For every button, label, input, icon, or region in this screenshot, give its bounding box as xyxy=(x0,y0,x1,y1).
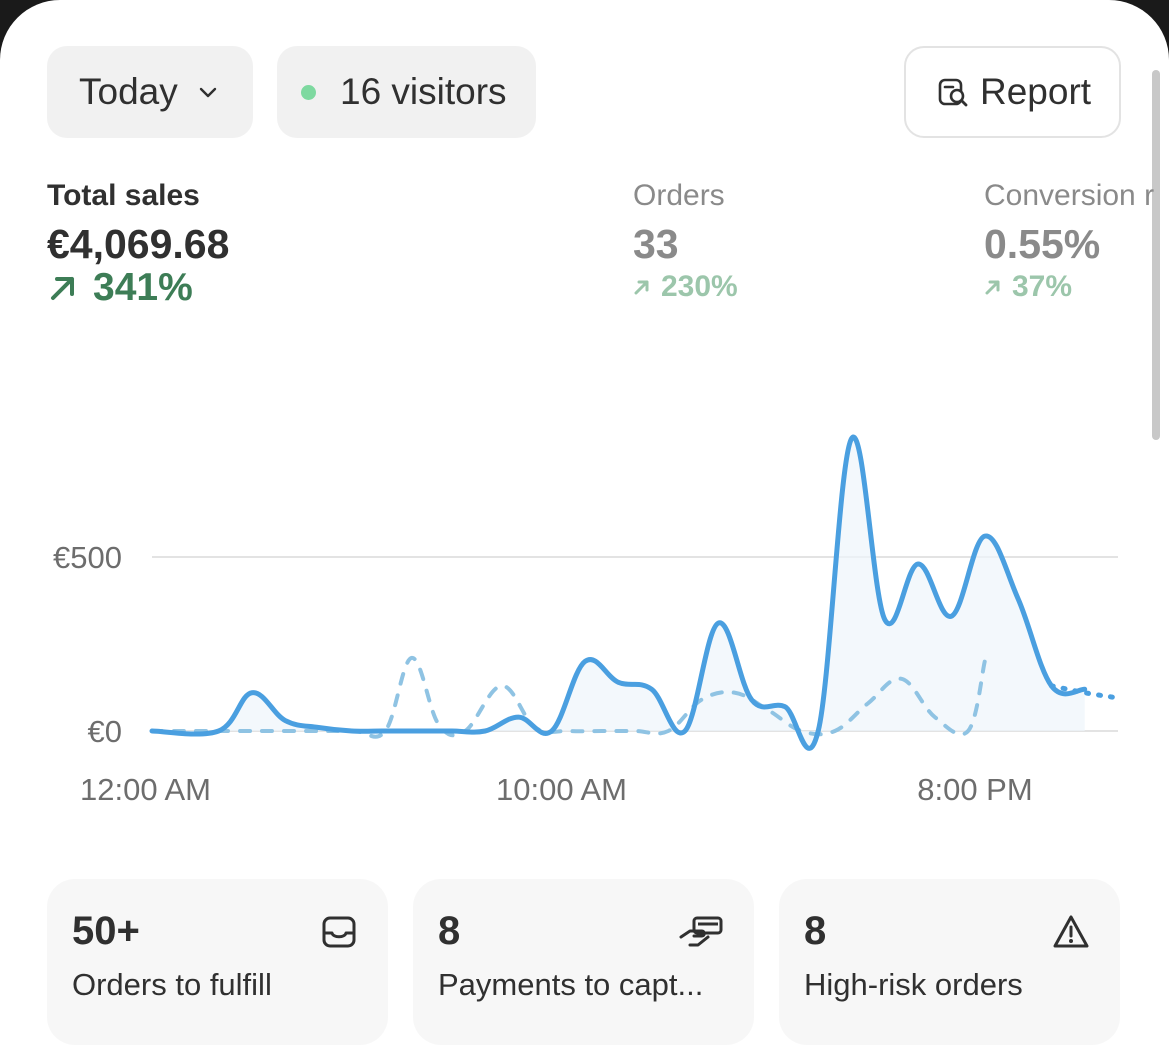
sales-series-line xyxy=(149,434,1088,751)
date-filter-label: Today xyxy=(79,71,178,112)
y-tick-label: €0 xyxy=(88,714,122,749)
arrow-up-right-icon xyxy=(51,277,74,300)
scrollbar[interactable] xyxy=(1152,70,1160,440)
report-search-icon xyxy=(938,78,968,107)
visitors-label: 16 visitors xyxy=(340,71,507,112)
sales-projection-line xyxy=(1048,683,1121,701)
card-label: Payments to capt... xyxy=(438,967,704,1002)
x-tick-label: 8:00 PM xyxy=(917,772,1032,807)
metric-value: €4,069.68 xyxy=(47,221,230,267)
card-number: 8 xyxy=(438,909,461,953)
comparison-series-line xyxy=(150,655,987,739)
metric-orders[interactable]: Orders 33 230% xyxy=(633,178,738,304)
card-high-risk-orders[interactable]: 8 High-risk orders xyxy=(779,879,1120,1045)
card-orders-to-fulfill[interactable]: 50+ Orders to fulfill xyxy=(47,879,388,1045)
metric-value: 33 xyxy=(633,221,679,267)
hand-card-icon xyxy=(679,916,723,947)
live-visitors-button[interactable]: 16 visitors xyxy=(277,46,536,138)
metric-total-sales[interactable]: Total sales €4,069.68 341% xyxy=(47,178,229,310)
card-number: 8 xyxy=(804,909,827,953)
sales-chart[interactable]: €0 €500 12:00 AM 10:00 AM 8:00 PM xyxy=(0,400,1169,840)
inbox-icon xyxy=(322,916,356,948)
y-tick-label: €500 xyxy=(53,540,122,575)
card-number: 50+ xyxy=(72,909,140,953)
card-label: High-risk orders xyxy=(804,967,1023,1002)
report-button[interactable]: Report xyxy=(904,46,1121,138)
sales-area-fill xyxy=(152,437,1085,749)
metric-conversion-rate[interactable]: Conversion r 0.55% 37% xyxy=(984,178,1154,304)
metric-delta: 230% xyxy=(633,270,738,304)
metric-label: Orders xyxy=(633,179,725,212)
card-label: Orders to fulfill xyxy=(72,967,272,1002)
metric-label: Total sales xyxy=(47,179,200,212)
warning-icon xyxy=(1053,915,1089,948)
report-label: Report xyxy=(980,71,1092,112)
card-payments-to-capture[interactable]: 8 Payments to capt... xyxy=(413,879,754,1045)
arrow-up-right-icon xyxy=(634,280,649,295)
metric-value: 0.55% xyxy=(984,221,1101,267)
metric-label: Conversion r xyxy=(984,179,1155,212)
x-tick-label: 12:00 AM xyxy=(80,772,211,807)
metric-delta: 37% xyxy=(984,270,1154,304)
metric-delta: 341% xyxy=(47,266,229,310)
metric-delta-value: 230% xyxy=(661,270,738,303)
x-tick-label: 10:00 AM xyxy=(496,772,627,807)
live-status-dot xyxy=(301,84,316,100)
date-filter-button[interactable]: Today xyxy=(47,46,253,138)
chevron-down-icon xyxy=(199,87,216,98)
metric-delta-value: 341% xyxy=(93,266,193,309)
arrow-up-right-icon xyxy=(985,280,1000,295)
metric-delta-value: 37% xyxy=(1012,270,1073,303)
